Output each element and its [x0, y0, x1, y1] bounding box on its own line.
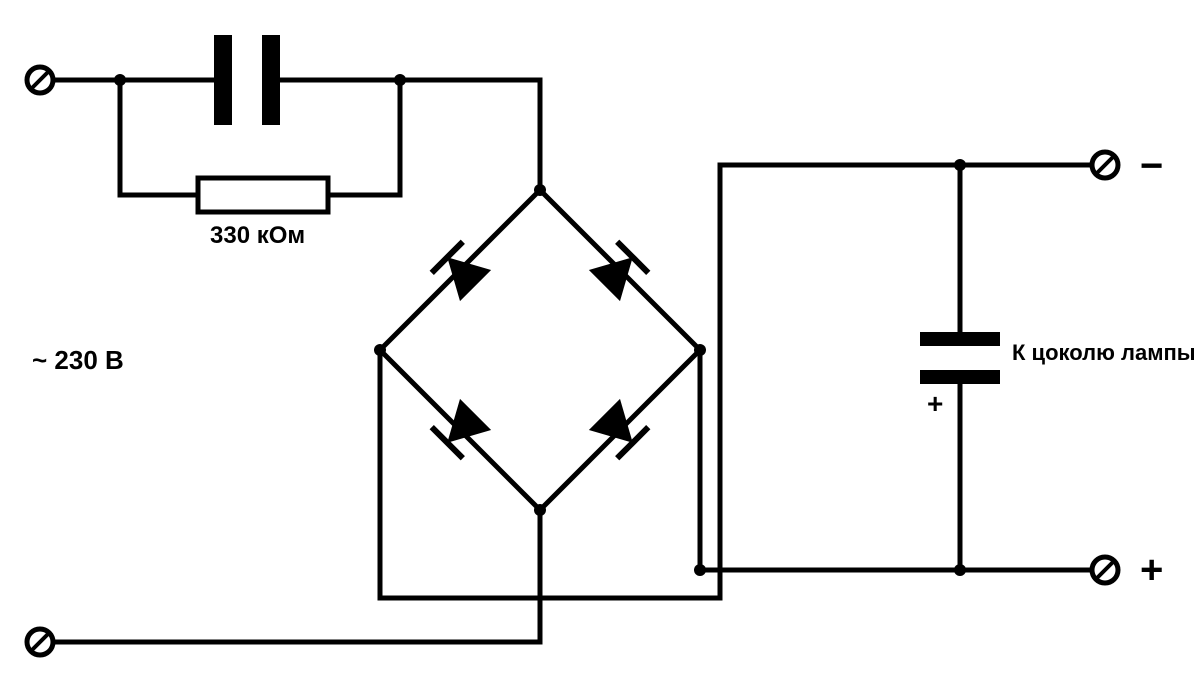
resistor-symbol — [198, 178, 328, 212]
plus-sign-cap-label: + — [927, 388, 943, 420]
minus-sign-label: − — [1140, 144, 1163, 189]
terminal-dc-pos — [1092, 557, 1118, 583]
terminal-ac-bottom — [27, 629, 53, 655]
plus-sign-output-label: + — [1140, 548, 1163, 593]
junction-dot — [694, 344, 706, 356]
capacitor-plate — [920, 370, 1000, 384]
junction-dot — [954, 159, 966, 171]
junction-dot — [394, 74, 406, 86]
terminal-dc-neg — [1092, 152, 1118, 178]
junction-dot — [534, 504, 546, 516]
junction-dot — [954, 564, 966, 576]
junction-dot — [694, 564, 706, 576]
resistor-value-label: 330 кОм — [210, 222, 305, 250]
circuit-schematic: 330 кОм ~ 230 В К цоколю лампы − + + — [0, 0, 1200, 689]
junction-dot — [374, 344, 386, 356]
output-label: К цоколю лампы — [1012, 340, 1196, 366]
terminal-ac-top — [27, 67, 53, 93]
junction-dot — [114, 74, 126, 86]
capacitor-plate — [262, 35, 280, 125]
junction-dot — [534, 184, 546, 196]
capacitor-plate — [920, 332, 1000, 346]
capacitor-plate — [214, 35, 232, 125]
input-voltage-label: ~ 230 В — [32, 345, 124, 376]
